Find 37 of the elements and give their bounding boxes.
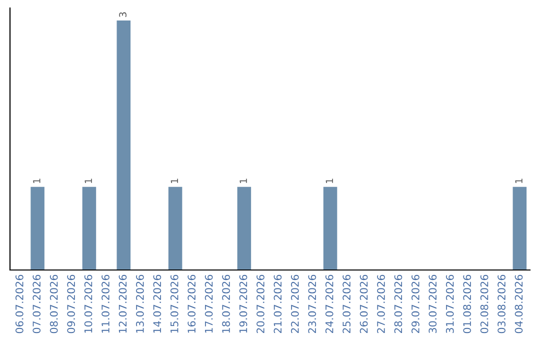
data-label: 1 xyxy=(33,178,40,183)
x-tick-label: 08.07.2026 xyxy=(50,274,58,334)
x-tick-label: 07.07.2026 xyxy=(32,274,41,334)
data-label: 1 xyxy=(326,178,333,183)
x-tick-label: 13.07.2026 xyxy=(136,274,144,333)
x-tick-label: 01.08.2026 xyxy=(463,274,472,334)
x-tick-label: 09.07.2026 xyxy=(67,274,76,334)
x-tick-label: 29.07.2026 xyxy=(412,274,420,334)
x-tick-label: 11.07.2026 xyxy=(102,274,110,333)
x-tick-label: 28.07.2026 xyxy=(394,274,402,334)
x-tick-label: 19.07.2026 xyxy=(239,274,248,333)
x-tick-label: 15.07.2026 xyxy=(170,274,178,333)
x-tick-label: 02.08.2026 xyxy=(480,274,488,334)
x-tick-label: 12.07.2026 xyxy=(118,274,127,333)
x-tick-label: 20.07.2026 xyxy=(256,274,264,334)
x-tick-label: 30.07.2026 xyxy=(428,274,437,334)
data-label: 1 xyxy=(515,178,522,183)
x-tick-label: 10.07.2026 xyxy=(84,274,92,333)
x-tick-label: 03.08.2026 xyxy=(498,274,506,334)
data-label: 1 xyxy=(84,178,92,183)
x-tick-label: 18.07.2026 xyxy=(222,274,230,333)
x-tick-label: 25.07.2026 xyxy=(342,274,351,334)
x-tick-label: 21.07.2026 xyxy=(274,274,282,334)
x-tick-label: 14.07.2026 xyxy=(153,274,162,333)
x-tick-label: 27.07.2026 xyxy=(377,274,385,334)
x-tick-label: 23.07.2026 xyxy=(308,274,316,334)
x-tick-label: 31.07.2026 xyxy=(446,274,454,334)
x-tick-label: 06.07.2026 xyxy=(15,274,24,334)
x-tick-label: 16.07.2026 xyxy=(188,274,196,333)
x-tick-label: 26.07.2026 xyxy=(360,274,368,334)
data-label: 3 xyxy=(119,12,126,17)
x-tick-label: 17.07.2026 xyxy=(204,274,213,333)
x-tick-label: 24.07.2026 xyxy=(325,274,334,334)
data-label: 1 xyxy=(240,178,247,183)
x-tick-label: 04.08.2026 xyxy=(514,274,523,334)
data-label: 1 xyxy=(170,178,178,183)
x-tick-label: 22.07.2026 xyxy=(290,274,299,334)
